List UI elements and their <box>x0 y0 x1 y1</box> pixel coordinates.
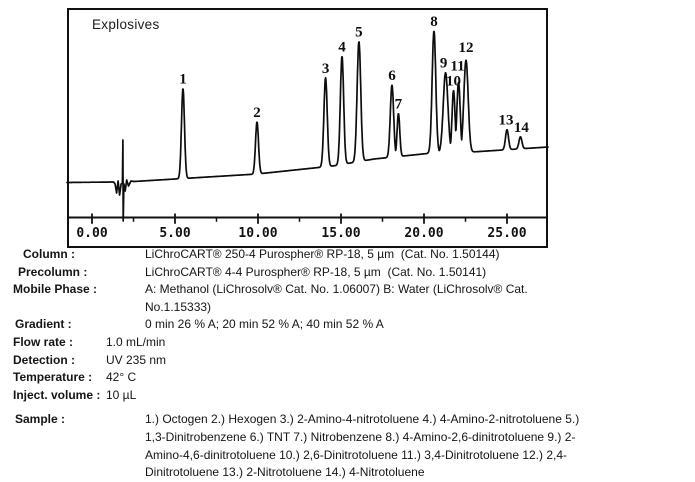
condition-label: Flow rate : <box>13 334 74 349</box>
x-axis-tick-labels: 0.00 5.00 10.00 15.00 20.00 25.00 <box>76 226 526 241</box>
peak-label-8: 8 <box>430 14 438 30</box>
condition-row: Sample : 1.) Octogen 2.) Hexogen 3.) 2-Am… <box>0 411 695 481</box>
peak-label-9: 9 <box>440 56 448 72</box>
chromatogram-plot: 0.00 5.00 10.00 15.00 20.00 25.00 12345678910… <box>66 8 549 248</box>
peak-label-2: 2 <box>253 105 261 121</box>
chromatogram-trace <box>66 30 549 222</box>
peak-label-3: 3 <box>322 61 330 77</box>
peak-label-7: 7 <box>395 97 403 113</box>
condition-label: Gradient : <box>15 317 72 332</box>
condition-value: 1.0 mL/min <box>106 334 166 349</box>
condition-value: A: Methanol (LiChrosolv® Cat. No. 1.0600… <box>145 282 528 314</box>
condition-label: Precolumn : <box>18 264 88 279</box>
peak-label-12: 12 <box>459 40 474 56</box>
condition-label: Column : <box>23 247 75 261</box>
condition-value: 1.) Octogen 2.) Hexogen 3.) 2-Amino-4-ni… <box>145 412 580 480</box>
condition-row: Mobile Phase : A: Methanol (LiChrosolv® C… <box>0 281 695 316</box>
peak-label-4: 4 <box>338 39 346 55</box>
condition-value: 0 min 26 % A; 20 min 52 % A; 40 min 52 %… <box>145 317 384 332</box>
condition-label: Inject. volume : <box>13 387 101 402</box>
peak-label-13: 13 <box>499 113 514 129</box>
condition-row: Temperature : 42° C <box>0 369 695 387</box>
condition-row: Column : LiChroCART® 250-4 Purospher® RP-… <box>0 246 695 264</box>
x-axis-tick-label: 0.00 <box>76 226 107 241</box>
peak-label-6: 6 <box>388 68 396 84</box>
x-axis-ticks <box>91 213 508 224</box>
conditions-table: Column : LiChroCART® 250-4 Purospher® RP-… <box>0 246 695 482</box>
condition-value: LiChroCART® 4-4 Purospher® RP-18, 5 µm (… <box>145 264 487 279</box>
condition-label: Sample : <box>15 412 66 427</box>
peak-label-11: 11 <box>450 58 464 74</box>
condition-row: Precolumn : LiChroCART® 4-4 Purospher® RP… <box>0 264 695 282</box>
x-axis-tick-label: 10.00 <box>238 226 277 241</box>
condition-value: UV 235 nm <box>106 352 167 367</box>
peak-label-1: 1 <box>179 72 187 88</box>
condition-value: 42° C <box>106 370 137 385</box>
condition-row: Detection : UV 235 nm <box>0 352 695 370</box>
x-axis-tick-label: 5.00 <box>159 226 190 241</box>
condition-row: Inject. volume : 10 µL <box>0 387 695 405</box>
condition-label: Temperature : <box>13 370 93 385</box>
x-axis-tick-label: 15.00 <box>321 226 360 241</box>
peak-label-10: 10 <box>446 74 461 90</box>
condition-value: LiChroCART® 250-4 Purospher® RP-18, 5 µm… <box>145 247 500 261</box>
x-axis-tick-label: 25.00 <box>487 226 526 241</box>
plot-frame <box>67 8 548 248</box>
peak-label-14: 14 <box>514 120 530 136</box>
condition-label: Mobile Phase : <box>13 282 98 297</box>
condition-label: Detection : <box>13 352 76 367</box>
chromatogram-figure: 0.00 5.00 10.00 15.00 20.00 25.00 1 2 3 4 5 6 7 8 9 10… <box>66 8 549 248</box>
condition-row: Flow rate : 1.0 mL/min <box>0 334 695 352</box>
x-axis-tick-label: 20.00 <box>404 226 443 241</box>
condition-value: 10 µL <box>106 387 137 402</box>
peak-label-5: 5 <box>355 25 363 41</box>
chromatogram-trace-group <box>66 30 549 222</box>
figure-title: Explosives <box>92 17 160 32</box>
condition-row: Gradient : 0 min 26 % A; 20 min 52 % A; 4… <box>0 316 695 334</box>
